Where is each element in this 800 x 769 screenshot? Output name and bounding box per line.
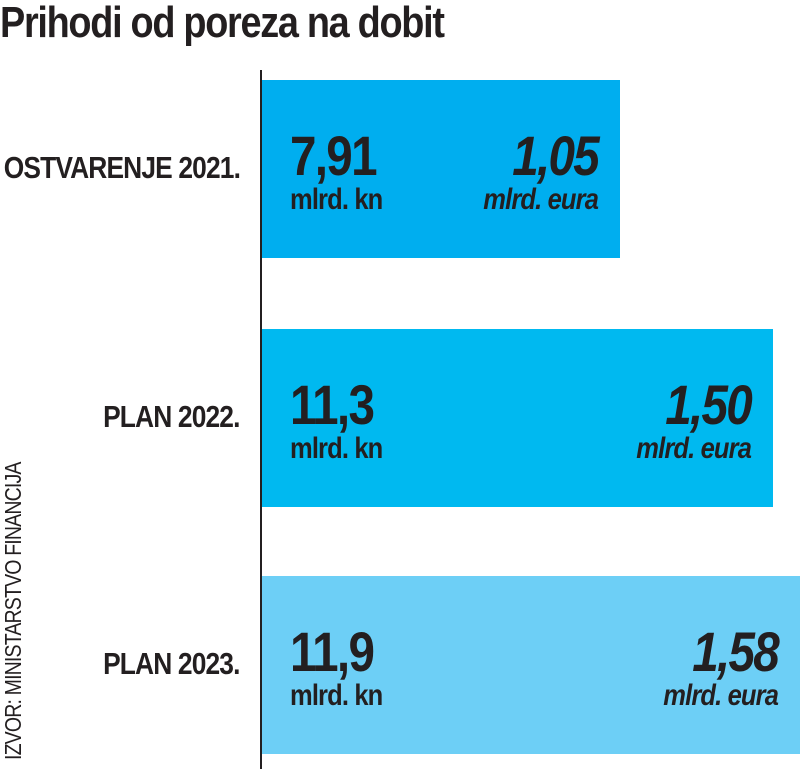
value-kn: 7,91 — [290, 124, 378, 187]
source-note: IZVOR: MINISTARSTVO FINANCIJA — [0, 410, 27, 760]
unit-eur: mlrd. eura — [483, 183, 599, 216]
value-kn: 11,9 — [290, 620, 375, 683]
value-label-kn: 7,91 mlrd. kn — [290, 128, 399, 216]
bar — [262, 329, 773, 507]
unit-kn: mlrd. kn — [290, 432, 383, 465]
unit-eur: mlrd. eura — [636, 432, 752, 465]
category-label: PLAN 2023. — [103, 646, 241, 681]
bar — [262, 80, 620, 258]
value-kn: 11,3 — [290, 373, 375, 436]
unit-kn: mlrd. kn — [290, 183, 383, 216]
value-eur: 1,05 — [512, 124, 600, 187]
category-label: OSTVARENJE 2021. — [3, 150, 241, 185]
value-eur: 1,58 — [692, 620, 780, 683]
category-label: PLAN 2022. — [103, 399, 241, 434]
value-label-eur: 1,50 mlrd. eura — [616, 373, 753, 465]
unit-kn: mlrd. kn — [290, 679, 383, 712]
value-label-eur: 1,58 mlrd. eura — [643, 620, 780, 712]
value-label-eur: 1,05 mlrd. eura — [463, 124, 600, 216]
source-text: IZVOR: MINISTARSTVO FINANCIJA — [0, 462, 26, 760]
value-label-kn: 11,9 mlrd. kn — [290, 624, 399, 712]
bar — [262, 576, 800, 754]
value-eur: 1,50 — [665, 373, 753, 436]
value-label-kn: 11,3 mlrd. kn — [290, 377, 399, 465]
chart-title: Prihodi od poreza na dobit — [0, 0, 445, 47]
unit-eur: mlrd. eura — [663, 679, 779, 712]
y-axis-line — [260, 70, 262, 769]
